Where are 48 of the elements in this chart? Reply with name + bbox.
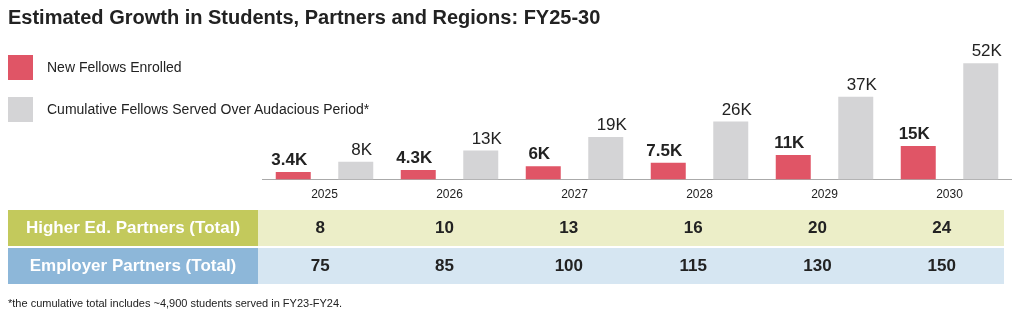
data-label: 8: [314, 217, 326, 239]
y-tick-label: Employer Partners (Total): [8, 248, 258, 284]
bar: [400, 169, 436, 180]
data-label: 10: [434, 217, 455, 239]
bar: [775, 154, 811, 180]
data-label: 20: [807, 217, 828, 239]
chart-title: Estimated Growth in Students, Partners and Regions: FY25-30: [8, 6, 601, 29]
data-label: 11K: [774, 133, 806, 153]
data-label: 130: [802, 255, 833, 277]
bar: [963, 63, 999, 180]
bar: [713, 121, 749, 180]
bar: [650, 162, 686, 180]
x-tick-label: 2030: [936, 187, 964, 202]
data-label: 4.3K: [396, 148, 433, 168]
x-tick-label: 2026: [436, 187, 464, 202]
x-tick-label: 2027: [561, 187, 589, 202]
data-label: 100: [553, 255, 584, 277]
x-tick-label: 2025: [311, 187, 339, 202]
data-label: 6K: [528, 144, 551, 164]
data-label: 24: [931, 217, 953, 239]
y-tick-label: Higher Ed. Partners (Total): [8, 210, 258, 246]
bar: [838, 96, 874, 180]
bar: [588, 137, 624, 180]
data-label: 150: [926, 255, 957, 277]
data-label: 13: [558, 217, 580, 239]
data-label: 85: [434, 255, 455, 277]
data-label: 13K: [471, 128, 503, 148]
legend-label: New Fellows Enrolled: [47, 59, 182, 75]
data-label: 7.5K: [646, 141, 683, 161]
x-tick-label: 2028: [686, 187, 714, 202]
bar: [338, 161, 374, 180]
data-label: 115: [678, 255, 708, 277]
legend-label: Cumulative Fellows Served Over Audacious Period*: [47, 101, 370, 117]
data-label: 75: [309, 255, 331, 277]
data-label: 16: [682, 217, 704, 239]
data-label: 26K: [721, 99, 753, 119]
bar: [275, 171, 311, 180]
bar: [900, 146, 936, 180]
text: *the cumulative total includes ~4,900 students served in FY23-FY24.: [8, 297, 343, 309]
data-label: 8K: [351, 139, 373, 159]
x-tick-label: 2029: [811, 187, 839, 202]
bar: [463, 150, 499, 180]
data-label: 15K: [898, 124, 931, 144]
data-label: 19K: [596, 115, 628, 135]
data-label: 37K: [846, 75, 878, 95]
bar: [525, 166, 561, 180]
data-label: 3.4K: [271, 150, 308, 170]
data-label: 52K: [971, 41, 1003, 61]
